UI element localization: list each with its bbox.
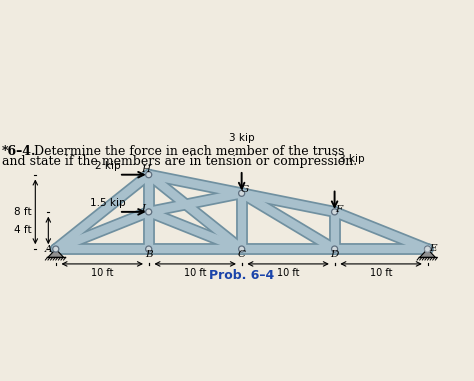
Circle shape	[239, 246, 245, 252]
Text: G: G	[241, 185, 249, 194]
Circle shape	[53, 246, 59, 252]
Polygon shape	[48, 249, 64, 258]
Text: *6–4.: *6–4.	[2, 145, 36, 158]
Text: Determine the force in each member of the truss: Determine the force in each member of th…	[26, 145, 345, 158]
Text: C: C	[237, 250, 246, 259]
Circle shape	[333, 210, 336, 213]
Circle shape	[147, 247, 150, 251]
Text: I: I	[142, 204, 146, 213]
Text: F: F	[335, 205, 342, 214]
Circle shape	[333, 247, 336, 251]
Circle shape	[240, 192, 243, 195]
Circle shape	[54, 247, 57, 251]
Text: 10 ft: 10 ft	[184, 268, 206, 278]
Text: 1.5 kip: 1.5 kip	[90, 198, 126, 208]
Text: 10 ft: 10 ft	[370, 268, 392, 278]
Circle shape	[147, 210, 150, 213]
Circle shape	[147, 173, 150, 176]
Text: B: B	[145, 250, 153, 259]
Circle shape	[146, 172, 152, 178]
Circle shape	[239, 190, 245, 196]
Circle shape	[426, 247, 429, 251]
Circle shape	[146, 209, 152, 215]
Circle shape	[332, 209, 337, 215]
Circle shape	[146, 246, 152, 252]
Text: 10 ft: 10 ft	[91, 268, 113, 278]
Circle shape	[425, 247, 430, 252]
Text: Prob. 6–4: Prob. 6–4	[209, 269, 274, 282]
Text: H: H	[141, 165, 150, 174]
Circle shape	[332, 246, 337, 252]
Text: 10 ft: 10 ft	[277, 268, 300, 278]
Polygon shape	[419, 249, 436, 258]
Circle shape	[240, 247, 243, 251]
Text: E: E	[429, 243, 437, 253]
Text: D: D	[330, 250, 339, 259]
Text: and state if the members are in tension or compression.: and state if the members are in tension …	[2, 155, 357, 168]
Text: 2 kip: 2 kip	[95, 160, 120, 171]
Text: 3 kip: 3 kip	[338, 154, 364, 163]
Circle shape	[425, 246, 430, 252]
Text: 8 ft: 8 ft	[14, 207, 32, 217]
Text: A: A	[45, 245, 52, 255]
Text: 3 kip: 3 kip	[229, 133, 255, 143]
Text: 4 ft: 4 ft	[14, 226, 32, 235]
